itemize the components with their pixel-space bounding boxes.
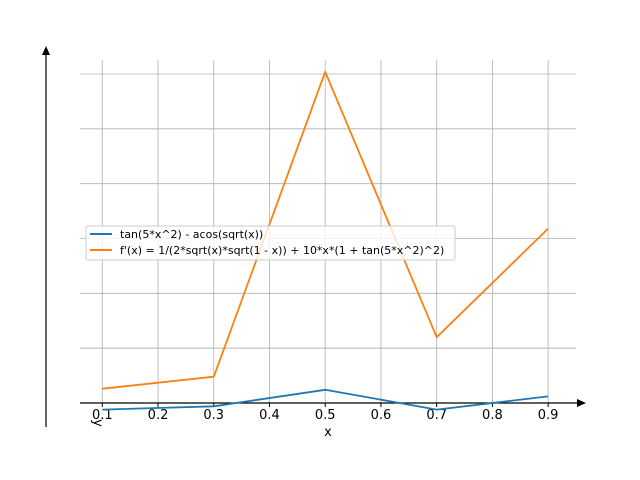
x-tick-label: 0.5	[315, 408, 336, 423]
x-axis-arrow-icon	[577, 399, 586, 407]
legend-box	[85, 225, 456, 261]
series-line-1	[102, 388, 549, 411]
y-axis-arrow-icon	[42, 46, 50, 55]
x-tick-label: 0.3	[203, 408, 224, 423]
x-tick-label: 0.6	[371, 408, 392, 423]
x-tick-label: 0.7	[426, 408, 447, 423]
x-tick-label: 0.4	[259, 408, 280, 423]
x-axis-label: x	[324, 425, 332, 440]
x-tick-label: 0.1	[92, 408, 113, 423]
legend-label-2: f'(x) = 1/(2*sqrt(x)*sqrt(1 - x)) + 10*x…	[120, 244, 444, 257]
legend-label-1: tan(5*x^2) - acos(sqrt(x))	[120, 228, 263, 241]
x-tick-label: 0.8	[482, 408, 503, 423]
series-line-2	[102, 70, 549, 390]
x-tick-label: 0.9	[538, 408, 559, 423]
series-lines	[102, 70, 549, 411]
x-ticks: 0.1 0.2 0.3 0.4 0.5 0.6 0.7 0.8 0.9	[92, 403, 559, 423]
y-axis-label: y	[90, 419, 105, 427]
x-tick-label: 0.2	[148, 408, 169, 423]
legend: tan(5*x^2) - acos(sqrt(x)) f'(x) = 1/(2*s…	[85, 225, 456, 261]
